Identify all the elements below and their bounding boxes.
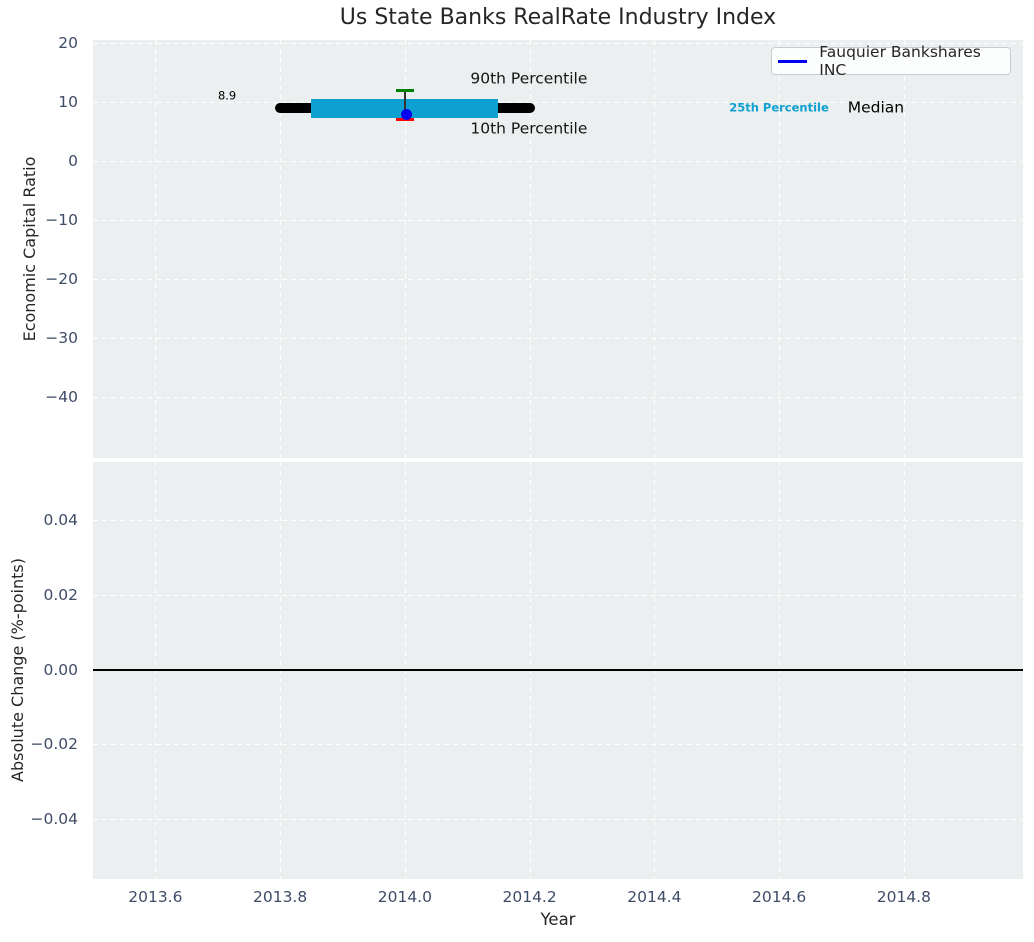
legend: Fauquier Bankshares INC xyxy=(771,43,1011,79)
legend-line-swatch xyxy=(778,59,808,63)
y-tick-label: 0.00 xyxy=(43,660,78,679)
y-tick-label: −0.04 xyxy=(30,810,79,829)
x-gridline xyxy=(654,40,656,458)
x-tick-label: 2014.2 xyxy=(502,888,557,906)
x-tick-label: 2014.4 xyxy=(627,888,682,906)
p90-cap xyxy=(395,88,414,92)
whisker-line xyxy=(404,90,406,120)
y-gridline xyxy=(93,101,1023,103)
y-gridline xyxy=(93,278,1023,280)
series-point xyxy=(401,109,413,121)
x-gridline xyxy=(280,40,282,458)
y-tick-label: −0.02 xyxy=(30,735,79,754)
legend-series-label: Fauquier Bankshares INC xyxy=(819,43,981,79)
median-value-label: 8.9 xyxy=(217,88,237,102)
y-tick-label: 10 xyxy=(58,92,78,111)
x-gridline xyxy=(404,40,406,458)
y-gridline xyxy=(93,160,1023,162)
p25-label: 25th Percentile xyxy=(729,99,829,114)
x-gridline xyxy=(779,40,781,458)
y-tick-label: −20 xyxy=(45,269,78,288)
x-gridline xyxy=(529,40,531,458)
x-tick-label: 2014.8 xyxy=(876,888,931,906)
chart-title: Us State Banks RealRate Industry Index xyxy=(339,5,777,30)
y-gridline xyxy=(93,519,1023,521)
y-gridline xyxy=(93,594,1023,596)
x-axis-label: Year xyxy=(540,910,576,929)
x-gridline xyxy=(903,40,905,458)
y-gridline xyxy=(93,219,1023,221)
y-gridline xyxy=(93,396,1023,398)
median-label: Median xyxy=(847,97,905,116)
y-gridline xyxy=(93,819,1023,821)
y-tick-label: 20 xyxy=(58,33,78,52)
p90-label: 90th Percentile xyxy=(470,69,588,88)
x-gridline xyxy=(155,40,157,458)
y-gridline xyxy=(93,42,1023,44)
x-tick-label: 2014.6 xyxy=(751,888,807,906)
y-tick-label: −10 xyxy=(45,210,78,229)
top-plot-area xyxy=(93,40,1023,458)
y-tick-label: 0.02 xyxy=(43,585,78,604)
x-tick-label: 2013.8 xyxy=(252,888,308,906)
y-gridline xyxy=(93,744,1023,746)
y-gridline xyxy=(93,337,1023,339)
zero-line xyxy=(93,668,1023,671)
y-tick-label: −30 xyxy=(45,328,78,347)
x-tick-label: 2013.6 xyxy=(128,888,183,906)
y-tick-label: 0.04 xyxy=(43,510,78,529)
x-tick-label: 2014.0 xyxy=(377,888,432,906)
p10-label: 10th Percentile xyxy=(470,119,588,138)
y-tick-label: 0 xyxy=(68,151,78,170)
y-tick-label: −40 xyxy=(45,387,78,406)
